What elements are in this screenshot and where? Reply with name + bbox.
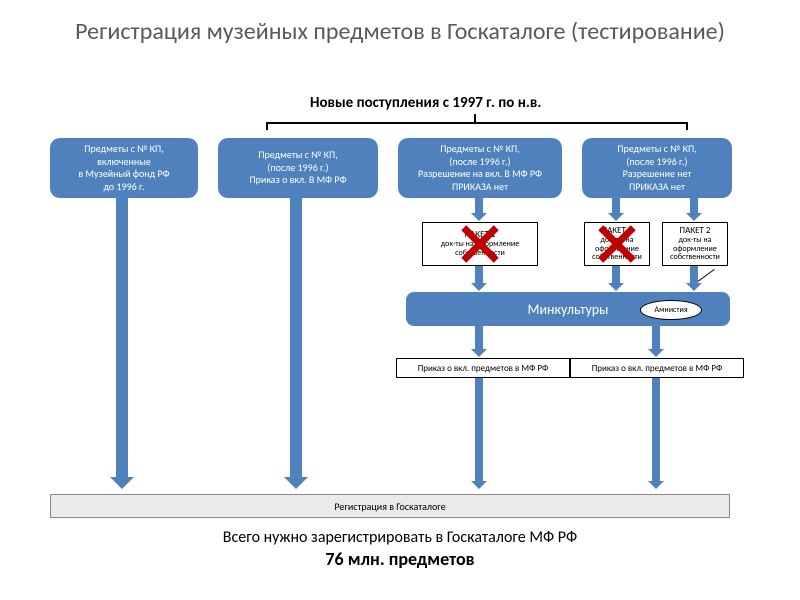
flow-node: Предметы с № КП,(после 1996 г.)Разрешени… xyxy=(398,138,562,198)
arrow-shaft xyxy=(652,326,660,350)
package-box: ПАКЕТ 2док-ты на оформлениесобственности xyxy=(662,222,728,266)
arrow-head xyxy=(608,213,624,221)
brace-stub xyxy=(474,114,476,122)
arrow-shaft xyxy=(475,266,483,284)
flow-node: Предметы с № КП,(после 1996 г.)Разрешени… xyxy=(582,138,732,198)
arrow-head xyxy=(471,349,487,357)
footer-line1: Всего нужно зарегистрировать в Госкатало… xyxy=(0,528,800,547)
arrow-shaft xyxy=(475,198,483,214)
arrow-head xyxy=(648,481,664,489)
arrow-head xyxy=(471,481,487,489)
arrow-head xyxy=(686,213,702,221)
arrow-shaft xyxy=(652,378,660,482)
arrow-head xyxy=(648,349,664,357)
arrow-shaft xyxy=(612,266,620,284)
page-title: Регистрация музейных предметов в Госката… xyxy=(0,0,800,47)
registration-bar: Регистрация в Госкаталоге xyxy=(50,494,730,518)
package-box: ПАКЕТ 1док-ты на оформлениесобственности xyxy=(584,222,650,266)
arrow-shaft xyxy=(475,326,483,350)
arrow-head xyxy=(110,477,134,489)
amnesty-ellipse: Амнистия xyxy=(640,300,702,320)
arrow-head xyxy=(471,213,487,221)
brace-right-tip xyxy=(686,122,688,130)
flow-node: Предметы с № КП,включенныев Музейный фон… xyxy=(50,138,198,198)
order-box: Приказ о вкл. предметов в МФ РФ xyxy=(570,358,744,378)
package-box: ПАКЕТ 1док-ты на оформлениесобственности xyxy=(422,222,538,266)
arrow-shaft xyxy=(690,266,698,284)
flow-node: Предметы с № КП,(после 1996 г.)Приказ о … xyxy=(218,138,378,198)
arrow-head xyxy=(608,283,624,291)
arrow-shaft xyxy=(690,198,698,214)
arrow-shaft xyxy=(290,198,302,478)
brace-horizontal xyxy=(266,122,688,124)
arrow-head xyxy=(686,283,702,291)
arrow-shaft xyxy=(612,198,620,214)
subtitle: Новые поступления с 1997 г. по н.в. xyxy=(310,94,541,112)
brace-left-tip xyxy=(266,122,268,130)
arrow-shaft xyxy=(116,198,128,478)
order-box: Приказ о вкл. предметов в МФ РФ xyxy=(396,358,570,378)
arrow-head xyxy=(471,283,487,291)
footer-line2: 76 млн. предметов xyxy=(0,548,800,570)
arrow-shaft xyxy=(475,378,483,482)
arrow-head xyxy=(284,477,308,489)
